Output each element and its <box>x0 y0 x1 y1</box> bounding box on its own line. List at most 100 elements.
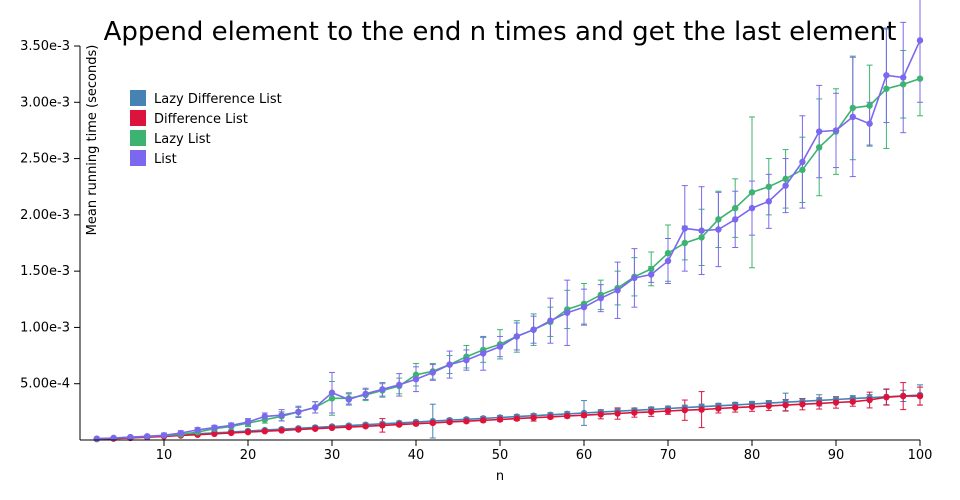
lazy-list-point <box>883 85 890 92</box>
list-point <box>849 113 856 121</box>
x-tick-label: 30 <box>324 448 341 463</box>
lazy-list-point <box>849 104 856 112</box>
legend: Lazy Difference List Difference List Lazy … <box>130 90 282 167</box>
list-point <box>446 361 453 368</box>
list-point <box>261 413 268 420</box>
difference-list-point <box>295 426 302 433</box>
x-axis-ticks: 10 20 30 40 50 60 70 80 90 100 <box>156 440 933 463</box>
difference-list-point <box>463 418 470 425</box>
list-point <box>160 432 168 439</box>
list-point <box>345 396 352 403</box>
difference-list-point <box>564 412 571 420</box>
lazy-list-point <box>748 189 756 196</box>
x-tick-label: 10 <box>156 448 173 463</box>
y-axis-label: Mean running time (seconds) <box>85 45 100 236</box>
list-point <box>580 303 588 311</box>
lazy-difference-list-line <box>96 394 921 440</box>
list-point <box>748 204 756 212</box>
lazy-list-point <box>765 183 772 190</box>
list-point <box>547 317 554 324</box>
x-tick-label: 20 <box>240 448 257 463</box>
chart-title: Append element to the end n times and ge… <box>104 17 897 47</box>
legend-item-lazy-difference-list: Lazy Difference List <box>130 90 282 107</box>
list-point <box>681 225 688 232</box>
lazy-list-point <box>328 395 336 402</box>
list-point <box>698 227 705 234</box>
difference-list-point <box>648 408 655 416</box>
list-point <box>429 369 436 376</box>
difference-list-point <box>345 423 352 431</box>
series-points <box>93 37 924 443</box>
legend-label: List <box>154 152 177 167</box>
lazy-list-point <box>681 239 688 247</box>
x-tick-label: 70 <box>660 448 677 463</box>
difference-list-point <box>782 401 789 409</box>
difference-list-point <box>261 428 268 435</box>
lazy-list-point <box>648 265 655 273</box>
legend-swatch <box>130 90 146 106</box>
y-tick-label: 5.00e-4 <box>20 377 70 392</box>
list-point <box>648 271 655 278</box>
list-error-bar <box>917 0 923 103</box>
legend-label: Lazy List <box>154 132 211 147</box>
difference-list-point <box>362 423 369 430</box>
difference-list-point <box>496 416 504 423</box>
lazy-list-point <box>900 81 907 88</box>
x-tick-label: 100 <box>908 448 933 463</box>
difference-list-point <box>278 427 285 434</box>
list-point <box>799 158 806 166</box>
lazy-list-line <box>96 77 921 440</box>
list-point <box>765 198 772 205</box>
difference-list-point <box>664 407 672 415</box>
difference-list-point <box>681 406 688 414</box>
difference-list-point <box>883 394 890 401</box>
list-point <box>916 37 924 44</box>
x-tick-label: 80 <box>744 448 761 463</box>
difference-list-point <box>866 396 873 404</box>
x-tick-label: 40 <box>408 448 425 463</box>
list-point <box>278 412 285 419</box>
difference-list-point <box>597 411 604 418</box>
list-point <box>362 390 369 398</box>
difference-list-point <box>412 420 420 427</box>
list-point <box>614 287 621 294</box>
y-tick-label: 2.50e-3 <box>20 152 70 167</box>
lazy-list-point <box>732 204 739 212</box>
error-bars <box>93 0 923 440</box>
difference-list-point <box>799 401 806 408</box>
y-tick-label: 3.00e-3 <box>20 95 70 110</box>
list-point <box>211 424 218 431</box>
list-point <box>900 74 907 81</box>
list-point <box>93 435 101 442</box>
legend-item-list: List <box>130 150 177 167</box>
list-point <box>530 326 537 333</box>
list-point <box>715 226 722 233</box>
legend-swatch <box>130 150 146 166</box>
legend-item-difference-list: Difference List <box>130 110 248 127</box>
list-point <box>379 386 386 393</box>
difference-list-point <box>480 417 487 424</box>
difference-list-point <box>715 405 722 412</box>
lazy-list-point <box>412 371 420 378</box>
list-point <box>127 433 134 441</box>
list-point <box>412 376 420 383</box>
lazy-list-point <box>866 102 873 109</box>
list-point <box>597 294 604 302</box>
difference-list-point <box>900 392 907 400</box>
list-point <box>631 274 638 282</box>
list-point <box>144 433 151 440</box>
legend-label: Difference List <box>154 112 248 127</box>
difference-list-point <box>211 430 218 438</box>
difference-list-point <box>631 409 638 416</box>
lazy-list-point <box>916 75 924 82</box>
lazy-list-point <box>698 234 705 241</box>
lazy-list-point <box>816 144 823 151</box>
difference-list-point <box>849 398 856 405</box>
difference-list-point <box>379 422 386 429</box>
difference-list-point <box>530 414 537 421</box>
difference-list-point <box>513 415 520 422</box>
difference-list-point <box>244 428 252 436</box>
list-point <box>732 216 739 223</box>
lazy-list-point <box>715 216 722 223</box>
